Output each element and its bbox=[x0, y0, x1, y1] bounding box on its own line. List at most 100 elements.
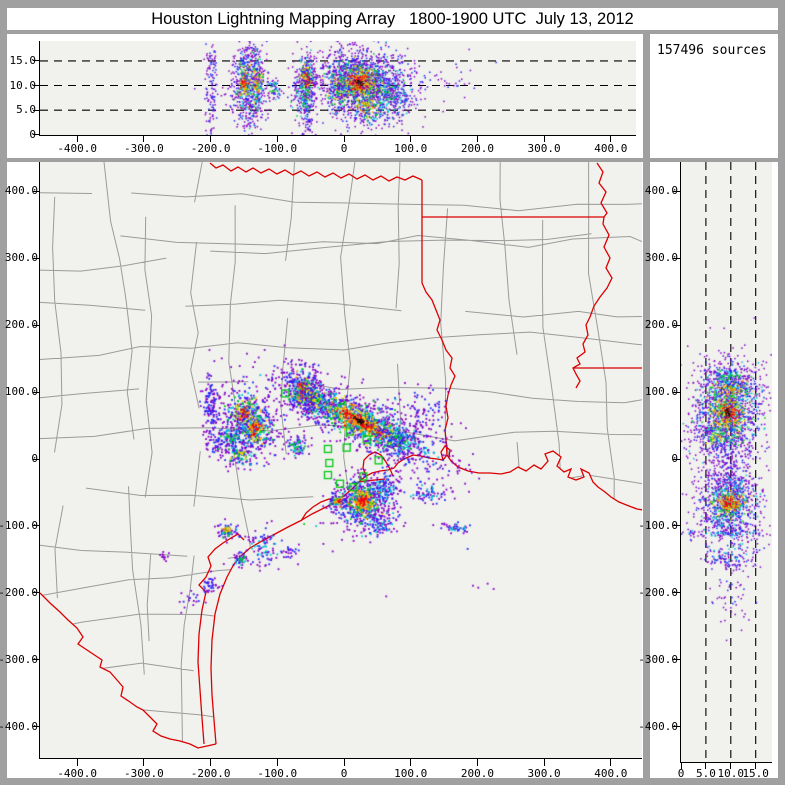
y-tick bbox=[673, 190, 680, 192]
x-tick-label: 200.0 bbox=[460, 142, 494, 155]
lightning-density-canvas-ns bbox=[681, 162, 772, 762]
y-tick-label: -200.0 bbox=[638, 585, 678, 599]
y-tick-label: 10.0 bbox=[9, 78, 37, 92]
x-tick-label: -100.0 bbox=[257, 142, 298, 155]
x-tick bbox=[730, 763, 732, 769]
x-tick-label: 400.0 bbox=[594, 142, 628, 155]
y-tick-label: -100.0 bbox=[638, 518, 678, 532]
panel-plan-view-map: 400.0 300.0 200.0 100.0 0 -100.0 -200.0 -300.0 -… bbox=[0, 162, 643, 780]
y-tick bbox=[33, 391, 40, 393]
x-tick bbox=[343, 759, 345, 766]
y-tick-label: 400.0 bbox=[4, 184, 38, 198]
y-tick-label: 300.0 bbox=[644, 251, 678, 265]
y-tick bbox=[33, 190, 40, 192]
y-tick-label: -400.0 bbox=[0, 719, 38, 733]
x-tick bbox=[476, 136, 478, 142]
y-tick-label: -100.0 bbox=[0, 518, 38, 532]
x-tick bbox=[276, 759, 278, 766]
x-tick-label: 200.0 bbox=[460, 767, 494, 780]
y-tick-label: 200.0 bbox=[4, 318, 38, 332]
y-tick bbox=[673, 726, 680, 728]
y-tick bbox=[33, 592, 40, 594]
y-tick bbox=[33, 85, 40, 86]
panel-altitude-ns-histogram: 400.0 300.0 200.0 100.0 0 -100.0 -200.0 -300.0 -… bbox=[638, 162, 778, 780]
y-tick bbox=[673, 592, 680, 594]
x-tick-label: 300.0 bbox=[527, 142, 561, 155]
x-tick-label: 100.0 bbox=[394, 142, 428, 155]
y-tick-label: -400.0 bbox=[638, 719, 678, 733]
y-tick-label: -300.0 bbox=[638, 652, 678, 666]
x-tick-label: 400.0 bbox=[594, 767, 628, 780]
x-tick bbox=[143, 759, 145, 766]
panel-source-count: 157496 sources bbox=[650, 34, 778, 158]
lightning-density-canvas-map bbox=[40, 162, 642, 758]
y-tick-label: -200.0 bbox=[0, 585, 38, 599]
y-tick bbox=[673, 391, 680, 393]
x-tick-label: 5.0 bbox=[695, 767, 716, 780]
lightning-density-canvas-ew bbox=[40, 41, 636, 135]
y-tick bbox=[673, 525, 680, 527]
x-tick bbox=[610, 759, 612, 766]
plot-area-altitude-ns bbox=[680, 162, 772, 763]
y-tick-label: 0 bbox=[31, 452, 38, 465]
y-tick-label: 5.0 bbox=[16, 103, 36, 117]
x-tick bbox=[76, 136, 78, 142]
x-tick bbox=[276, 136, 278, 142]
x-tick-label: -200.0 bbox=[190, 142, 231, 155]
y-tick-label: 200.0 bbox=[644, 318, 678, 332]
y-tick-label: 0 bbox=[29, 127, 36, 141]
x-tick bbox=[210, 136, 212, 142]
x-tick-label: -100.0 bbox=[257, 767, 298, 780]
y-tick bbox=[33, 109, 40, 111]
x-tick bbox=[210, 759, 212, 766]
x-tick bbox=[610, 136, 612, 142]
y-tick-label: 0 bbox=[671, 452, 678, 465]
x-tick bbox=[705, 763, 707, 769]
x-tick bbox=[476, 759, 478, 766]
plot-area-altitude-ew bbox=[39, 41, 636, 136]
y-tick bbox=[33, 525, 40, 527]
y-tick bbox=[673, 257, 680, 259]
y-tick-label: 400.0 bbox=[644, 184, 678, 198]
x-tick bbox=[143, 136, 145, 142]
x-tick bbox=[543, 136, 545, 142]
y-tick bbox=[33, 726, 40, 728]
y-tick bbox=[33, 134, 40, 136]
x-tick-label: 100.0 bbox=[394, 767, 428, 780]
x-tick bbox=[76, 759, 78, 766]
x-tick-label: 0 bbox=[677, 767, 685, 780]
y-tick bbox=[673, 324, 680, 326]
x-tick-label: 0 bbox=[340, 142, 348, 155]
x-tick-label: 15.0 bbox=[742, 767, 769, 780]
x-tick-label: -400.0 bbox=[57, 767, 98, 780]
plot-area-plan-view bbox=[39, 162, 642, 759]
x-tick-label: 300.0 bbox=[527, 767, 561, 780]
y-tick bbox=[33, 257, 40, 259]
y-tick-label: 300.0 bbox=[4, 251, 38, 265]
title-bar: Houston Lightning Mapping Array 1800-190… bbox=[7, 8, 778, 30]
y-tick bbox=[673, 458, 680, 460]
x-tick bbox=[543, 759, 545, 766]
y-tick bbox=[33, 659, 40, 661]
y-tick bbox=[673, 659, 680, 661]
x-tick-label: 10.0 bbox=[717, 767, 745, 780]
x-tick-label: -300.0 bbox=[124, 142, 164, 155]
y-tick bbox=[33, 324, 40, 326]
x-tick-label: -200.0 bbox=[190, 767, 231, 780]
x-tick bbox=[680, 763, 682, 769]
x-tick bbox=[410, 136, 412, 142]
y-tick bbox=[33, 458, 40, 460]
y-tick-label: -300.0 bbox=[0, 652, 38, 666]
x-tick bbox=[755, 763, 757, 769]
source-count-label: 157496 sources bbox=[657, 43, 767, 58]
x-tick-label: 0 bbox=[340, 767, 348, 780]
x-tick-label: -300.0 bbox=[124, 767, 164, 780]
y-tick-label: 100.0 bbox=[4, 385, 38, 399]
x-tick bbox=[343, 136, 345, 142]
y-tick-label: 15.0 bbox=[9, 53, 37, 67]
x-tick-label: -400.0 bbox=[57, 142, 98, 155]
x-tick bbox=[410, 759, 412, 766]
y-tick bbox=[33, 60, 40, 62]
panel-altitude-ew-histogram: 15.0 10.0 5.0 0 -400.0 -300.0 -200.0 -100.0 0 100… bbox=[7, 34, 643, 158]
